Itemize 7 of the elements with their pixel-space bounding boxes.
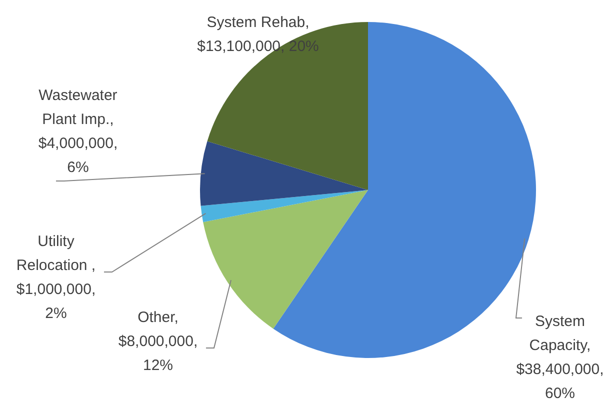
pie-slice (203, 190, 368, 329)
slice-label: System Capacity, $38,400,000, 60% (516, 313, 604, 402)
pie-slice (200, 141, 368, 206)
slice-label: Other, $8,000,000, 12% (118, 309, 198, 374)
slice-label: Utility Relocation , $1,000,000, 2% (16, 233, 96, 322)
slice-label: Wastewater Plant Imp., $4,000,000, 6% (38, 87, 118, 176)
pie-slice (200, 190, 368, 222)
